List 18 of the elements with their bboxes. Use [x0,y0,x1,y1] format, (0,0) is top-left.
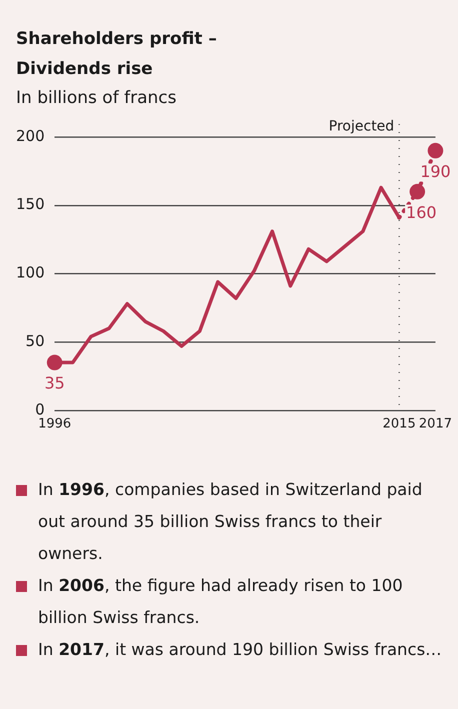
x-tick-label: 2015 [382,416,416,432]
y-tick-label: 0 [35,400,45,418]
text: In 2017, it was around 190 billion Swiss francs… [37,639,443,661]
x-tick-label: 1996 [38,416,72,432]
text: In 2006, the figure had already risen to 100 billion Swiss francs. [37,575,404,629]
x-tick-label: 2017 [418,416,452,432]
y-tick-label: 200 [16,126,45,145]
text: In 1996, companies based in Switzerland paid out around 35 billion Swiss francs to their owners. [37,479,424,565]
chart-subtitle: In billions of francs [16,88,176,108]
data-label: 160 [406,202,437,222]
y-tick-label: 100 [16,264,45,282]
ref-line-label: Projected [328,118,394,135]
point [428,142,444,158]
data-label: 190 [420,162,451,181]
y-tick-label: 50 [26,332,45,350]
y-tick-label: 150 [16,195,45,214]
data-label: 35 [44,374,65,393]
chart-title: Shareholders profit – Dividends rise [16,28,217,81]
